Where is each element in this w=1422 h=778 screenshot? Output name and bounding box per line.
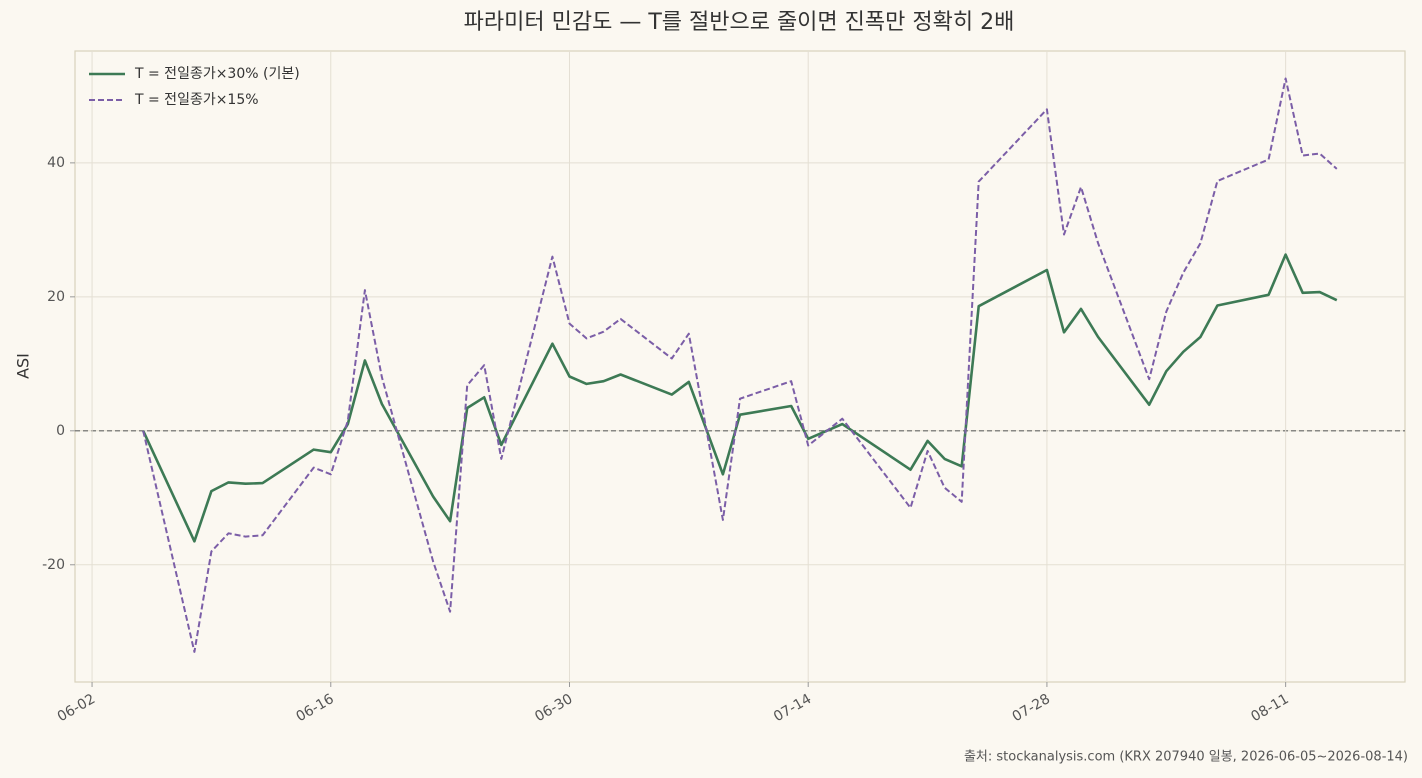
legend-label: T = 전일종가×30% (기본)	[134, 66, 300, 82]
y-tick-label: 0	[56, 423, 65, 439]
plot-area	[74, 50, 1406, 683]
series-line	[142, 253, 1338, 543]
y-tick-label: 20	[47, 289, 65, 305]
legend-label: T = 전일종가×15%	[134, 92, 259, 108]
series-line	[142, 77, 1338, 653]
y-tick-label: 40	[47, 155, 65, 171]
chart-title: 파라미터 민감도 — T를 절반으로 줄이면 진폭만 정확히 2배	[464, 10, 1015, 35]
y-tick-label: -20	[42, 557, 65, 573]
source: 출처: stockanalysis.com (KRX 207940 일봉, 20…	[964, 750, 1408, 765]
y-axis-label: ASI	[14, 353, 33, 379]
